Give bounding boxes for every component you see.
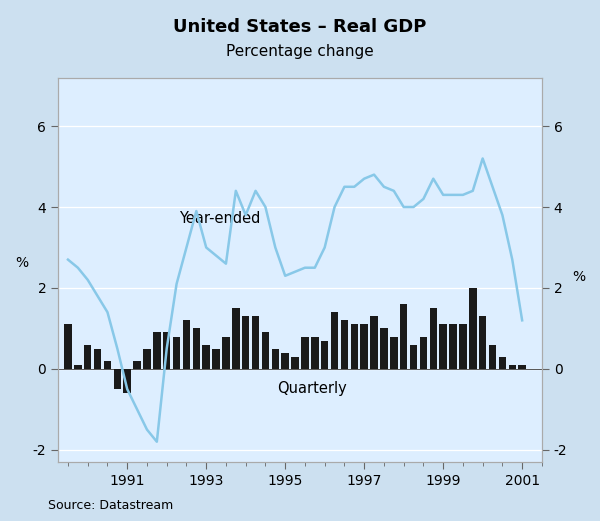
Bar [311, 337, 319, 369]
Text: Source: Datastream: Source: Datastream [48, 499, 173, 512]
Text: Quarterly: Quarterly [277, 381, 347, 396]
Bar [222, 337, 230, 369]
Bar [143, 349, 151, 369]
Bar [232, 308, 239, 369]
Bar [173, 337, 181, 369]
Bar [301, 337, 308, 369]
Bar [489, 344, 496, 369]
Bar [350, 325, 358, 369]
Text: Percentage change: Percentage change [226, 44, 374, 59]
Bar [380, 328, 388, 369]
Bar [469, 288, 476, 369]
Bar [410, 344, 417, 369]
Bar [94, 349, 101, 369]
Bar [74, 365, 82, 369]
Bar [419, 337, 427, 369]
Y-axis label: %: % [572, 270, 585, 284]
Bar [212, 349, 220, 369]
Bar [430, 308, 437, 369]
Bar [341, 320, 348, 369]
Bar [292, 357, 299, 369]
Text: Year-ended: Year-ended [179, 211, 260, 226]
Bar [242, 316, 250, 369]
Bar [321, 341, 328, 369]
Bar [113, 369, 121, 389]
Bar [84, 344, 91, 369]
Bar [509, 365, 516, 369]
Bar [370, 316, 378, 369]
Bar [518, 365, 526, 369]
Bar [153, 332, 161, 369]
Bar [272, 349, 279, 369]
Bar [400, 304, 407, 369]
Bar [331, 312, 338, 369]
Bar [133, 361, 141, 369]
Y-axis label: %: % [15, 256, 28, 270]
Bar [252, 316, 259, 369]
Bar [193, 328, 200, 369]
Bar [439, 325, 447, 369]
Bar [124, 369, 131, 393]
Bar [202, 344, 210, 369]
Bar [499, 357, 506, 369]
Bar [479, 316, 487, 369]
Bar [163, 332, 170, 369]
Bar [390, 337, 398, 369]
Bar [64, 325, 72, 369]
Bar [183, 320, 190, 369]
Bar [361, 325, 368, 369]
Text: United States – Real GDP: United States – Real GDP [173, 18, 427, 36]
Bar [104, 361, 111, 369]
Bar [262, 332, 269, 369]
Bar [459, 325, 467, 369]
Bar [449, 325, 457, 369]
Bar [281, 353, 289, 369]
